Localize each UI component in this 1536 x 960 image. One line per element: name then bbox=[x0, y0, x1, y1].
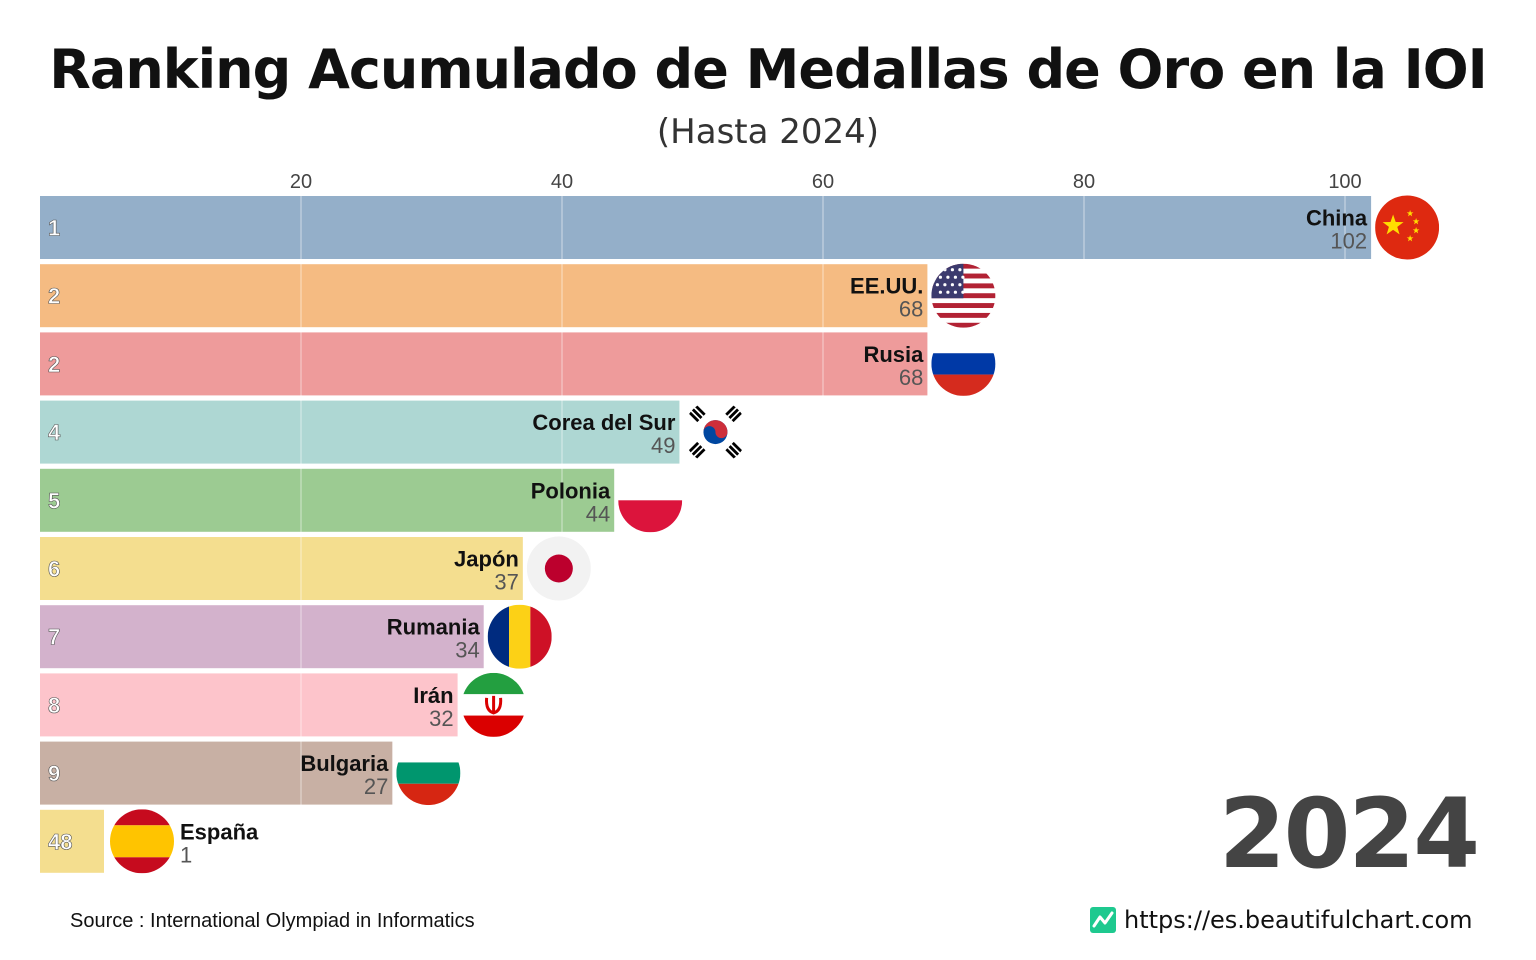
value-label: 32 bbox=[429, 706, 453, 731]
country-label: Rumania bbox=[387, 615, 481, 640]
tick-label: 20 bbox=[290, 171, 312, 193]
country-label: Polonia bbox=[531, 478, 611, 503]
chart-title: Ranking Acumulado de Medallas de Oro en … bbox=[49, 38, 1487, 101]
value-label: 44 bbox=[586, 501, 610, 526]
source-text: Source : International Olympiad in Infor… bbox=[70, 910, 475, 932]
grid-layer bbox=[300, 196, 1346, 873]
value-label: 1 bbox=[180, 842, 192, 867]
romania-flag bbox=[487, 604, 552, 669]
rank-label: 9 bbox=[48, 761, 60, 786]
bulgaria-flag bbox=[396, 741, 461, 806]
iran-flag bbox=[461, 672, 526, 737]
value-label: 68 bbox=[899, 297, 923, 322]
rank-label: 2 bbox=[48, 352, 60, 377]
bar-5 bbox=[40, 468, 615, 532]
bar-3 bbox=[40, 332, 928, 396]
bar-9 bbox=[40, 741, 393, 805]
country-label: Corea del Sur bbox=[532, 410, 675, 435]
rank-label: 4 bbox=[48, 420, 61, 445]
rank-label: 6 bbox=[48, 557, 60, 582]
bar-2 bbox=[40, 264, 928, 328]
country-label: China bbox=[1306, 206, 1368, 231]
chart-logo-icon bbox=[1090, 907, 1116, 933]
value-label: 34 bbox=[455, 638, 479, 663]
japan-flag bbox=[526, 536, 591, 601]
rank-label: 8 bbox=[48, 693, 60, 718]
rank-label: 7 bbox=[48, 625, 60, 650]
tick-label: 80 bbox=[1073, 171, 1095, 193]
country-label: España bbox=[180, 819, 259, 844]
website-link[interactable]: https://es.beautifulchart.com bbox=[1090, 906, 1473, 934]
bars-layer bbox=[40, 196, 1372, 873]
year-label: 2024 bbox=[1218, 778, 1480, 890]
south-korea-flag bbox=[683, 400, 748, 465]
country-label: Japón bbox=[454, 547, 519, 572]
rank-label: 2 bbox=[48, 284, 60, 309]
usa-flag bbox=[931, 263, 996, 328]
rank-label: 5 bbox=[48, 488, 60, 513]
tick-label: 100 bbox=[1328, 171, 1361, 193]
rank-label: 48 bbox=[48, 829, 72, 854]
value-label: 37 bbox=[494, 570, 518, 595]
bar-10 bbox=[40, 809, 104, 873]
value-label: 49 bbox=[651, 433, 675, 458]
bar-8 bbox=[40, 673, 458, 737]
country-label: Rusia bbox=[863, 342, 924, 367]
tick-label: 60 bbox=[812, 171, 834, 193]
value-label: 102 bbox=[1330, 229, 1367, 254]
bar-1 bbox=[40, 196, 1372, 259]
country-label: EE.UU. bbox=[850, 274, 923, 299]
spain-flag bbox=[110, 809, 174, 874]
country-label: Bulgaria bbox=[300, 751, 389, 776]
china-flag bbox=[1375, 195, 1440, 260]
x-axis: 20 40 60 80 100 bbox=[290, 171, 1362, 193]
value-label: 27 bbox=[364, 774, 388, 799]
chart-subtitle: (Hasta 2024) bbox=[656, 112, 880, 152]
tick-label: 40 bbox=[551, 171, 573, 193]
bar-6 bbox=[40, 537, 523, 600]
bar-7 bbox=[40, 605, 484, 669]
russia-flag bbox=[931, 331, 996, 396]
website-url[interactable]: https://es.beautifulchart.com bbox=[1124, 906, 1473, 934]
bar-4 bbox=[40, 400, 680, 464]
rank-label: 1 bbox=[48, 216, 60, 241]
value-label: 68 bbox=[899, 365, 923, 390]
country-label: Irán bbox=[413, 683, 453, 708]
poland-flag bbox=[618, 468, 683, 533]
